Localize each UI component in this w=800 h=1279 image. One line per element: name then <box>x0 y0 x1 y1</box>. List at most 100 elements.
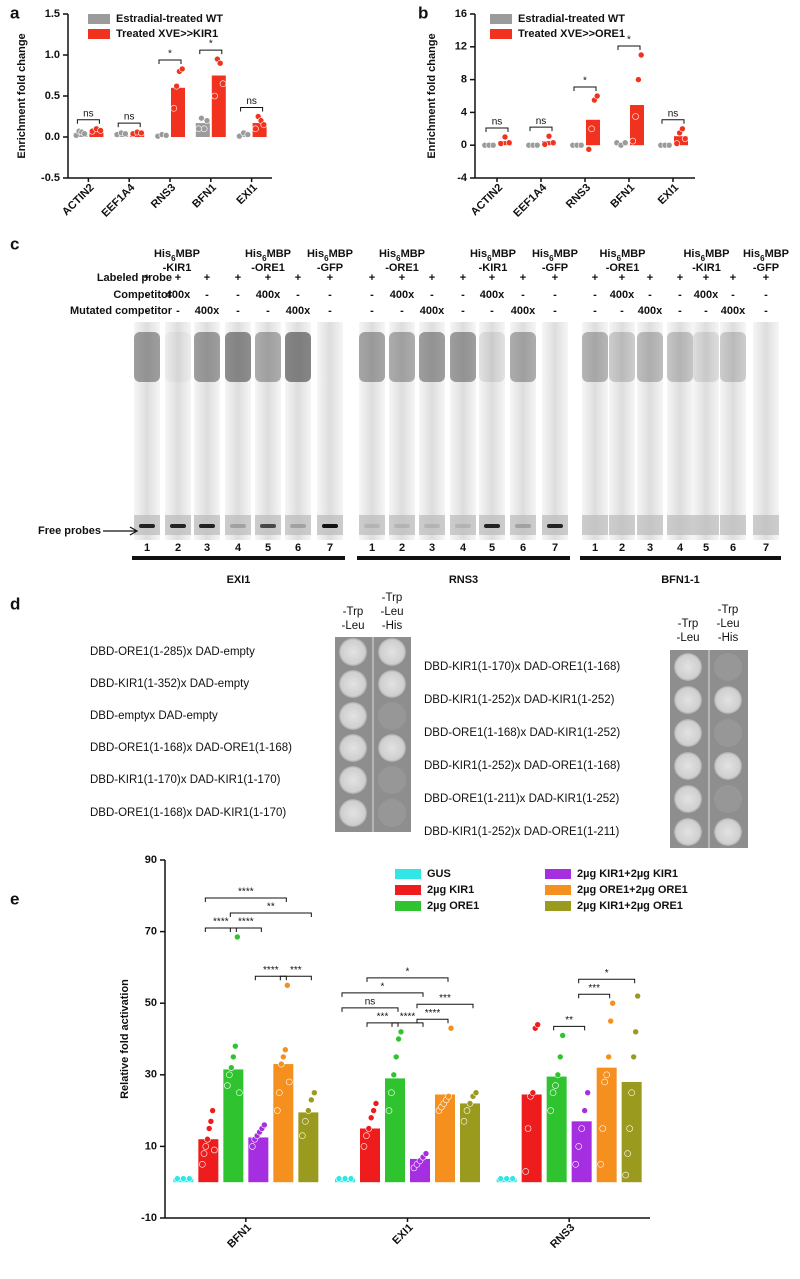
bar <box>435 1094 455 1183</box>
free-probe-band <box>510 515 536 535</box>
construct-label: DBD-KIR1(1-252)x DAD-ORE1(1-168) <box>424 760 620 772</box>
significance-label: ns <box>668 108 679 119</box>
x-tick-label: RNS3 <box>149 182 178 211</box>
lane-number: 1 <box>369 542 375 554</box>
data-point <box>503 1175 510 1182</box>
significance-label: * <box>209 39 213 50</box>
y-tick-label: 0.0 <box>45 131 60 143</box>
legend-label: Treated XVE>>KIR1 <box>116 28 218 40</box>
data-point <box>665 141 673 149</box>
data-point <box>209 1107 216 1114</box>
data-point <box>599 1125 606 1132</box>
group-header: His6MBP <box>683 248 729 263</box>
data-point <box>626 1125 633 1132</box>
free-probe-core <box>199 524 215 528</box>
lane-condition: 400x <box>721 305 746 317</box>
lane-number: 7 <box>763 542 769 554</box>
data-point <box>207 1118 215 1125</box>
data-point <box>497 1175 504 1182</box>
lane-number: 3 <box>647 542 653 554</box>
data-point <box>390 1071 398 1079</box>
significance-label: **** <box>238 887 254 898</box>
medium-label: -Trp <box>718 604 739 616</box>
data-point <box>173 82 180 90</box>
data-point <box>629 137 637 145</box>
medium-label: -Leu <box>341 620 364 632</box>
y-axis-label: Enrichment fold change <box>426 33 438 158</box>
header-sub: 6 <box>701 254 706 263</box>
legend-label: GUS <box>427 868 451 880</box>
bar <box>521 1094 542 1183</box>
lane-condition: - <box>553 289 557 301</box>
medium-label: -Leu <box>676 632 699 644</box>
header-prefix: His <box>154 248 171 260</box>
free-probe-band <box>225 515 251 535</box>
data-point <box>549 139 557 147</box>
data-point <box>632 113 639 120</box>
data-point <box>347 1175 355 1182</box>
data-point <box>529 1089 537 1096</box>
significance-label: * <box>168 49 172 60</box>
legend-label: Estradial-treated WT <box>518 13 625 25</box>
bar <box>360 1128 380 1183</box>
significance-label: ns <box>492 117 503 128</box>
significance-bracket <box>199 49 223 55</box>
data-point <box>681 135 689 142</box>
data-point <box>286 1078 293 1086</box>
y-axis-label: Relative fold activation <box>119 979 131 1099</box>
data-point <box>388 1089 395 1096</box>
significance-bracket <box>366 1022 399 1027</box>
data-point <box>308 1096 315 1104</box>
gel-lane <box>582 322 608 540</box>
shifted-band <box>285 332 311 382</box>
data-point <box>180 1175 187 1182</box>
construct-label: DBD-ORE1(1-211)x DAD-KIR1(1-252) <box>424 793 620 805</box>
bar <box>171 87 185 137</box>
header-suffix: MBP <box>176 248 200 260</box>
shifted-band <box>582 332 608 382</box>
colony <box>339 799 367 827</box>
lane-condition: - <box>731 289 735 301</box>
lane-condition: - <box>328 289 332 301</box>
colony <box>714 653 742 681</box>
data-point <box>635 76 642 83</box>
shifted-band <box>609 332 635 382</box>
gel-lane <box>753 322 779 540</box>
bar <box>546 1076 567 1183</box>
construct-label: DBD-KIR1(1-252)x DAD-ORE1(1-211) <box>424 826 620 838</box>
data-point <box>236 1089 243 1096</box>
lane-condition: - <box>176 305 180 317</box>
significance-bracket <box>617 45 641 50</box>
x-tick-label: RNS3 <box>548 1222 577 1251</box>
lane-condition: - <box>593 305 597 317</box>
x-tick-label: BFN1 <box>190 182 219 211</box>
significance-bracket <box>416 1018 449 1024</box>
significance-bracket <box>204 897 287 902</box>
colony <box>339 766 367 794</box>
data-point <box>97 127 104 134</box>
lane-number: 2 <box>399 542 405 554</box>
data-point <box>280 1053 287 1061</box>
lane-condition: + <box>429 272 435 284</box>
lane-condition: - <box>145 289 149 301</box>
shifted-band <box>693 332 719 382</box>
data-point <box>372 1100 380 1107</box>
data-point <box>370 1107 377 1114</box>
y-tick-label: 90 <box>145 854 157 866</box>
data-point <box>634 992 641 1000</box>
data-point <box>621 139 629 147</box>
significance-label: ** <box>267 902 275 913</box>
data-point <box>249 1143 256 1150</box>
gel-lane <box>667 322 693 540</box>
significance-label: ** <box>565 1015 573 1026</box>
gel-lane <box>389 322 415 540</box>
lane-condition: + <box>592 272 598 284</box>
significance-bracket <box>573 86 597 91</box>
y-tick-label: 1.5 <box>45 8 60 20</box>
data-point <box>460 1118 468 1125</box>
lane-condition: 400x <box>286 305 311 317</box>
shifted-band <box>225 332 251 382</box>
data-point <box>202 1143 210 1150</box>
shifted-band <box>667 332 693 382</box>
row-label: Labeled probe <box>97 272 172 284</box>
